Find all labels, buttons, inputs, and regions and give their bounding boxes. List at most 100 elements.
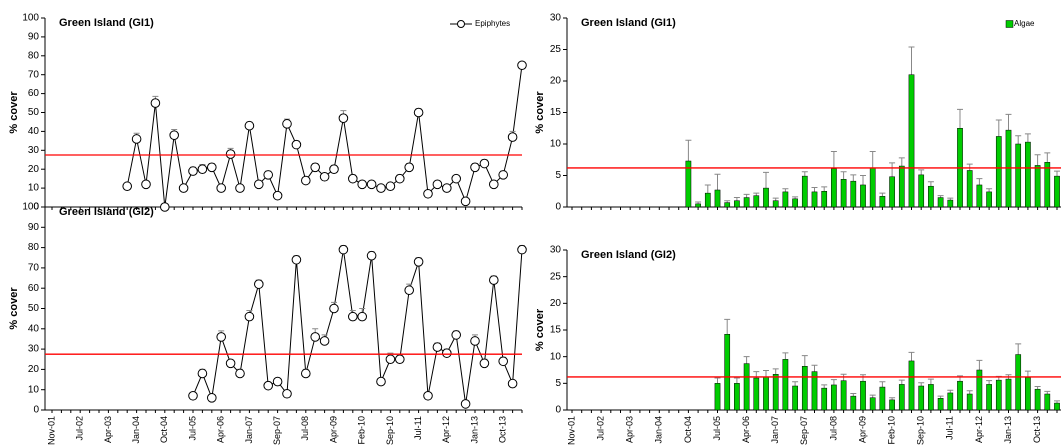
y-tick-label: 0 — [33, 405, 39, 416]
point — [301, 368, 311, 379]
x-tick-label: Jul-05 — [187, 416, 197, 441]
x-tick-label: Jul-11 — [945, 416, 955, 440]
error-bar — [860, 175, 866, 185]
y-tick-label: 30 — [28, 344, 40, 355]
error-bar — [1024, 133, 1031, 143]
bar — [831, 384, 837, 411]
bar — [928, 185, 934, 208]
error-bar — [743, 193, 750, 198]
bar — [772, 374, 779, 411]
x-tick-label: Jan-04 — [654, 416, 664, 444]
error-bar — [704, 184, 711, 194]
point — [216, 183, 226, 193]
bar — [995, 379, 1002, 411]
bar — [860, 380, 866, 411]
bar — [908, 360, 915, 411]
y-tick-label: 30 — [28, 145, 40, 156]
error-bar — [986, 380, 993, 385]
x-tick-label: Apr-12 — [974, 416, 984, 443]
point — [442, 183, 452, 193]
error-bar — [724, 318, 731, 335]
point — [451, 330, 462, 340]
y-tick-label: 30 — [550, 13, 562, 24]
point — [244, 311, 255, 322]
y-tick-label: 40 — [28, 126, 40, 137]
point — [282, 119, 292, 129]
point — [357, 311, 368, 322]
bar — [1044, 393, 1051, 411]
x-tick-label: Oct-13 — [498, 416, 508, 443]
panel-title: Green Island (GI1) — [581, 17, 676, 29]
error-bar — [927, 181, 934, 187]
error-bar — [986, 188, 993, 192]
y-tick-label: 20 — [28, 364, 40, 375]
error-bar — [792, 381, 799, 386]
point — [498, 356, 509, 367]
point — [413, 257, 424, 267]
y-tick-label: 60 — [28, 88, 40, 99]
bar — [937, 398, 944, 411]
x-tick-label: Jul-02 — [595, 416, 605, 441]
point — [385, 181, 396, 192]
bar — [1005, 378, 1012, 411]
point — [470, 336, 480, 346]
point — [207, 162, 217, 173]
error-bar — [1044, 390, 1051, 394]
error-bar — [947, 197, 954, 201]
bar — [928, 384, 934, 411]
error-bar — [772, 368, 779, 375]
error-bar — [782, 352, 789, 360]
point — [376, 376, 386, 387]
bar — [714, 189, 721, 208]
bar — [918, 385, 925, 411]
bar — [966, 393, 973, 411]
point — [150, 98, 161, 108]
legend-marker — [1005, 20, 1014, 28]
bar — [734, 383, 740, 411]
y-tick-label: 90 — [28, 222, 40, 233]
bar — [734, 200, 740, 208]
point — [225, 149, 236, 159]
bar — [831, 168, 837, 208]
x-tick-label: Jul-05 — [712, 416, 722, 441]
error-bar — [850, 392, 857, 397]
x-tick-label: Jan-13 — [1003, 416, 1013, 444]
y-tick-label: 0 — [555, 405, 561, 416]
error-bar — [1034, 386, 1041, 390]
error-bar — [772, 197, 779, 201]
point — [263, 170, 274, 180]
point — [517, 244, 527, 255]
bar — [724, 202, 731, 208]
bar — [879, 196, 886, 208]
error-bar — [714, 173, 721, 190]
point — [160, 202, 170, 212]
y-tick-label: 25 — [550, 44, 562, 55]
bar — [704, 192, 711, 208]
bar — [995, 136, 1002, 208]
point — [197, 368, 208, 379]
point — [272, 190, 283, 201]
bar — [782, 359, 789, 411]
error-bar — [918, 169, 925, 175]
error-bar — [860, 374, 866, 382]
panel-title: Green Island (GI1) — [59, 17, 154, 29]
bar — [850, 395, 857, 411]
y-tick-label: 70 — [28, 263, 40, 274]
y-tick-label: 70 — [28, 69, 40, 80]
bar — [753, 377, 760, 411]
y-tick-label: 50 — [28, 107, 40, 118]
y-axis-label: % cover — [8, 287, 20, 330]
error-bar — [947, 389, 954, 393]
point — [479, 158, 490, 169]
bar — [763, 187, 769, 208]
x-tick-label: Jan-07 — [244, 416, 254, 444]
x-tick-label: Sep-10 — [916, 416, 926, 445]
x-tick-label: Apr-03 — [625, 416, 635, 443]
y-tick-label: 25 — [550, 271, 562, 282]
y-tick-label: 0 — [33, 202, 39, 213]
bar — [821, 191, 828, 208]
error-bar — [850, 174, 857, 182]
bar — [957, 380, 963, 411]
point — [253, 279, 264, 289]
x-tick-label: Apr-12 — [441, 416, 451, 443]
